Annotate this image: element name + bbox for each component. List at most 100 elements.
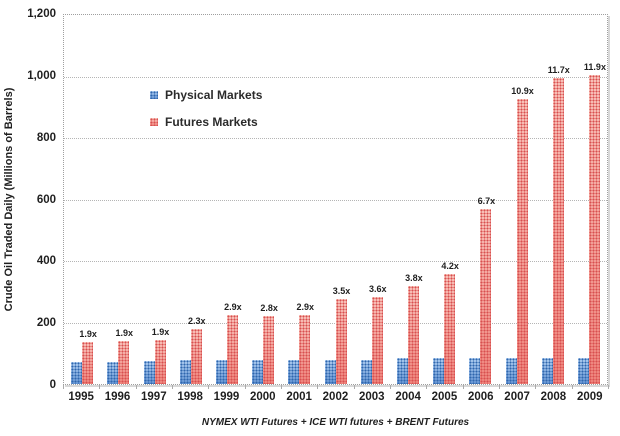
physical-bar-2007 (505, 357, 517, 384)
x-tick (390, 385, 391, 389)
gridline-200 (64, 322, 607, 324)
x-tick (99, 385, 101, 389)
physical-bar-2003 (360, 359, 372, 384)
y-tick-800: 800 (36, 131, 56, 144)
futures-bar-2008 (552, 78, 564, 384)
x-label-2001: 2001 (286, 391, 312, 403)
x-label-2006: 2006 (467, 391, 494, 403)
x-axis-note: NYMEX WTI Futures + ICE WTI futures + BR… (201, 417, 470, 428)
y-tick-1200: 1,200 (27, 8, 56, 20)
futures-bar-2003 (371, 296, 383, 384)
futures-markets-swatch-icon (150, 117, 158, 126)
bar-group-2003: 3.6x (354, 15, 390, 384)
physical-bar-2001 (288, 360, 300, 384)
bar-group-2004: 3.8x (390, 15, 426, 384)
bar-group-1997: 1.9x (136, 15, 172, 384)
y-axis: 1,200 1,000 800 600 400 200 0 (0, 8, 59, 391)
bar-group-1999: 2.9x (209, 15, 245, 384)
multiplier-label-2006: 6.7x (477, 195, 496, 206)
bar-group-2008: 11.7x (535, 15, 571, 384)
x-label-1995: 1995 (68, 391, 94, 403)
gridline-400 (64, 261, 607, 262)
multiplier-label-2008: 11.7x (547, 65, 570, 76)
x-label-1999: 1999 (213, 391, 240, 403)
legend-label-futures-markets: Futures Markets (165, 114, 258, 129)
multiplier-label-2007: 10.9x (511, 86, 534, 97)
x-label-2009: 2009 (576, 391, 603, 403)
physical-bar-1997 (143, 360, 155, 384)
x-label-2004: 2004 (395, 391, 421, 403)
x-label-2008: 2008 (540, 391, 567, 403)
bar-group-1998: 2.3x (173, 15, 209, 384)
gridline-1000 (64, 76, 607, 78)
futures-bar-2007 (516, 99, 528, 384)
x-tick (208, 385, 210, 389)
multiplier-label-1997: 1.9x (151, 327, 170, 338)
bar-group-2005: 4.2x (426, 15, 462, 384)
physical-bar-2004 (396, 358, 408, 384)
futures-bar-1995 (82, 341, 94, 384)
x-label-2000: 2000 (250, 391, 276, 403)
futures-bar-1998 (190, 328, 202, 384)
futures-bar-1996 (118, 341, 130, 384)
multiplier-label-1996: 1.9x (115, 328, 134, 339)
plot-area: 1.9x 1.9x 1.9x 2.3x 2.9x 2.8x 2.9x 3.5x 3.6x 3.8x… (63, 14, 608, 385)
futures-bar-2004 (407, 285, 419, 384)
x-tick (281, 385, 282, 389)
futures-bar-2002 (335, 298, 347, 384)
x-label-2007: 2007 (504, 391, 530, 403)
y-tick-1000: 1,000 (27, 69, 56, 82)
x-tick (608, 385, 609, 389)
x-tick (63, 385, 64, 389)
physical-bar-1998 (179, 360, 191, 384)
multiplier-label-2004: 3.8x (405, 272, 423, 283)
y-tick-400: 400 (36, 255, 56, 268)
y-tick-600: 600 (36, 193, 56, 206)
bar-group-2002: 3.5x (317, 15, 353, 384)
x-tick (135, 385, 137, 389)
bar-series: 1.9x 1.9x 1.9x 2.3x 2.9x 2.8x 2.9x 3.5x 3.6x 3.8x… (64, 15, 607, 384)
bar-group-2006: 6.7x (462, 15, 498, 384)
x-tick (317, 385, 319, 389)
bar-group-2000: 2.8x (245, 15, 281, 384)
y-tick-0: 0 (49, 379, 56, 391)
futures-bar-2000 (263, 316, 275, 384)
x-label-2003: 2003 (358, 391, 385, 403)
physical-bar-2009 (577, 357, 589, 384)
physical-bar-2000 (252, 359, 264, 384)
bar-group-2007: 10.9x (498, 15, 534, 384)
bar-group-1995: 1.9x (64, 15, 100, 384)
physical-bar-1995 (71, 361, 83, 384)
x-tick (353, 385, 355, 389)
futures-bar-2005 (444, 274, 456, 384)
legend-item-physical-markets: Physical Markets (150, 81, 262, 108)
futures-bar-1999 (226, 315, 238, 384)
bar-group-2009: 11.9x (571, 15, 607, 384)
futures-bar-2009 (588, 74, 600, 384)
legend-item-futures-markets: Futures Markets (150, 108, 262, 135)
multiplier-label-2005: 4.2x (441, 261, 459, 272)
physical-bar-1996 (107, 361, 119, 384)
x-tick (535, 385, 537, 389)
physical-bar-2008 (541, 357, 553, 384)
x-label-1998: 1998 (177, 391, 203, 403)
multiplier-label-2000: 2.8x (260, 303, 278, 314)
x-label-2005: 2005 (431, 391, 458, 403)
multiplier-label-1995: 1.9x (79, 328, 97, 339)
physical-bar-1999 (215, 360, 227, 384)
multiplier-label-2001: 2.9x (296, 301, 315, 312)
x-label-1997: 1997 (141, 391, 167, 403)
x-tick (499, 385, 500, 389)
x-tick (426, 385, 428, 389)
physical-bar-2005 (433, 357, 445, 384)
gridline-600 (64, 199, 607, 201)
multiplier-label-2009: 11.9x (583, 61, 606, 72)
x-axis-ticks (63, 385, 609, 390)
physical-bar-2006 (469, 357, 481, 384)
futures-bar-2001 (299, 314, 311, 384)
x-tick (172, 385, 173, 389)
bar-group-1996: 1.9x (100, 15, 136, 384)
x-tick (244, 385, 246, 389)
x-tick (571, 385, 573, 389)
